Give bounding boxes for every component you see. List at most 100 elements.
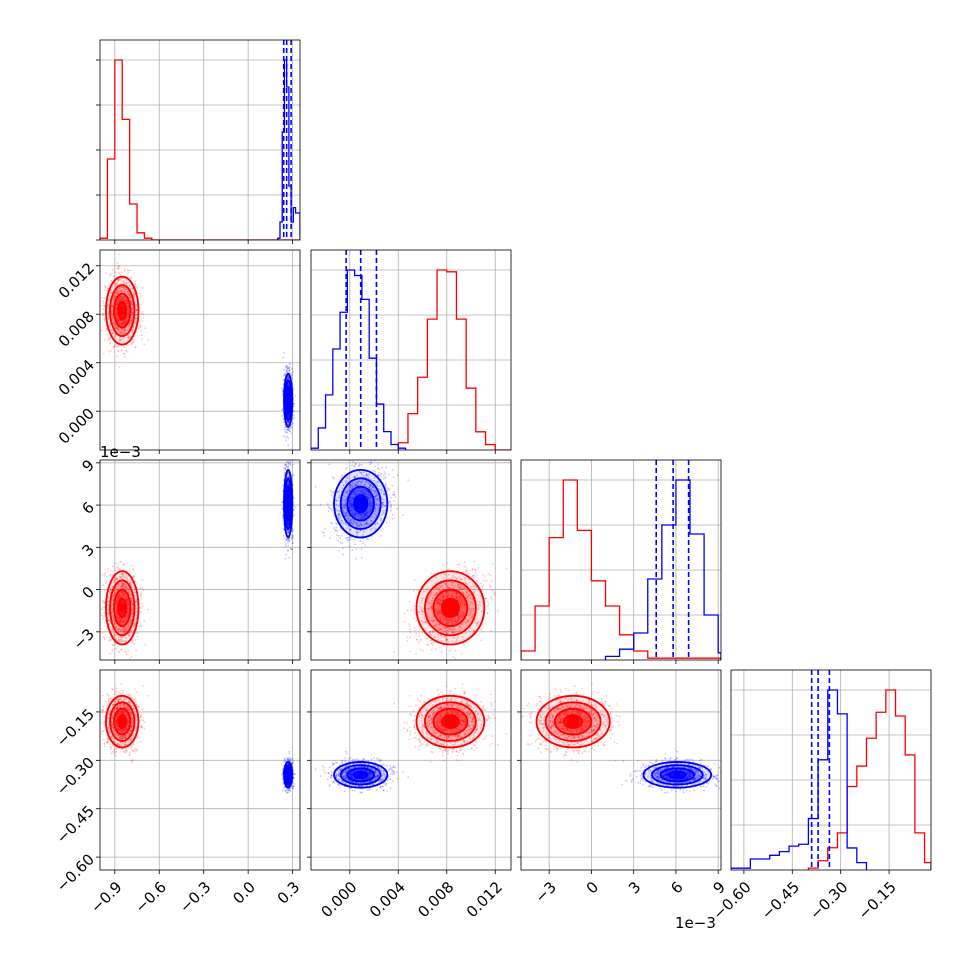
sample-point [287, 462, 290, 465]
sample-point [118, 366, 121, 368]
sample-point [118, 616, 120, 619]
sample-point [124, 618, 127, 621]
sample-point [286, 370, 289, 373]
sample-point [116, 318, 119, 321]
sample-point [108, 619, 110, 622]
sample-point [289, 362, 291, 365]
sample-point [112, 599, 115, 602]
sample-point [114, 592, 116, 594]
sample-point [284, 426, 287, 429]
sample-point [127, 313, 130, 315]
sample-point [119, 289, 122, 292]
sample-point [126, 299, 128, 302]
sample-point [131, 328, 134, 331]
sample-point [117, 350, 120, 353]
sample-point [117, 319, 120, 321]
sample-point [121, 621, 123, 624]
sample-point [107, 596, 109, 599]
sample-point [117, 301, 120, 304]
sample-point [112, 641, 115, 644]
sample-point [118, 337, 121, 340]
sample-point [119, 622, 122, 625]
sample-point [122, 621, 125, 624]
sample-point [107, 600, 109, 603]
sample-point [130, 299, 133, 302]
sample-point [121, 286, 124, 288]
sample-point [121, 573, 124, 575]
y-tick-label: 0.008 [55, 308, 98, 351]
sample-point [107, 303, 109, 306]
sample-point [105, 286, 107, 288]
sample-point [108, 574, 111, 577]
sample-point [292, 473, 294, 476]
y-tick-label: 0.012 [55, 259, 98, 302]
sample-point [123, 630, 125, 633]
sample-point [142, 589, 145, 592]
sample-point [106, 606, 109, 609]
sample-point [285, 370, 287, 373]
sample-point [117, 618, 120, 621]
sample-point [125, 288, 128, 291]
sample-point [115, 307, 118, 310]
sample-point [129, 633, 132, 635]
sample-point [286, 428, 288, 431]
sample-point [101, 314, 104, 317]
sample-point [127, 307, 130, 310]
sample-point [123, 631, 126, 633]
sample-point [131, 316, 134, 319]
histogram-blue [311, 269, 407, 450]
sample-point [103, 612, 106, 614]
sample-point [409, 650, 411, 653]
sample-point [126, 314, 129, 317]
sample-point [127, 313, 130, 316]
sample-point [121, 593, 124, 595]
sample-point [116, 315, 119, 318]
sample-point [286, 414, 289, 416]
sample-point [293, 405, 295, 407]
sample-point [282, 379, 285, 382]
sample-point [436, 677, 438, 679]
sample-point [120, 585, 123, 588]
sample-point [113, 345, 116, 347]
sample-point [115, 562, 117, 564]
sample-point [127, 628, 129, 630]
sample-point [128, 631, 131, 634]
sample-point [128, 657, 131, 660]
sample-point [124, 329, 127, 332]
sample-point [124, 319, 127, 322]
sample-point [120, 576, 123, 579]
sample-point [283, 474, 285, 477]
sample-point [122, 319, 125, 322]
sample-point [114, 324, 117, 326]
sample-point [111, 316, 114, 319]
sample-point [115, 608, 118, 611]
sample-point [287, 421, 289, 423]
sample-point [140, 312, 143, 315]
sample-point [119, 629, 121, 631]
sample-point [135, 617, 138, 619]
sample-point [121, 584, 123, 587]
sample-point [290, 426, 293, 429]
sample-point [117, 267, 120, 270]
sample-point [132, 626, 135, 629]
sample-point [126, 304, 129, 307]
sample-point [283, 537, 286, 540]
sample-point [130, 600, 133, 602]
sample-point [130, 318, 133, 321]
sample-point [134, 283, 136, 286]
sample-point [106, 604, 109, 607]
sample-point [132, 642, 135, 644]
sample-point [116, 288, 118, 291]
sample-point [111, 318, 113, 320]
sample-point [135, 304, 138, 306]
sample-point [117, 595, 120, 597]
sample-point [130, 320, 133, 323]
sample-point [115, 302, 118, 305]
sample-point [487, 573, 490, 575]
sample-point [133, 625, 136, 628]
sample-point [115, 290, 118, 293]
sample-point [147, 608, 150, 611]
sample-point [125, 614, 128, 617]
sample-point [141, 311, 144, 313]
sample-point [140, 607, 143, 609]
